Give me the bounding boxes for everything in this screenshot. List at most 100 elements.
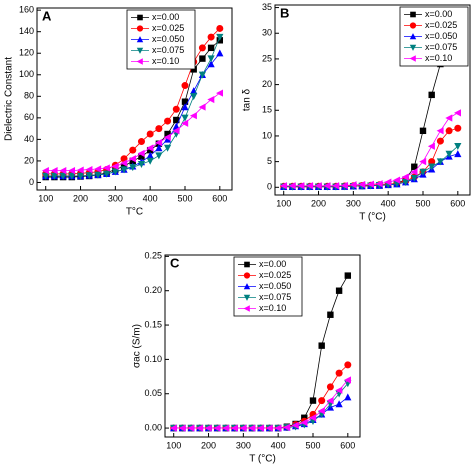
- marker: [279, 182, 287, 190]
- legend-label: x=0.00: [152, 12, 179, 22]
- y-tick-label: 15: [262, 105, 272, 115]
- legend-label: x=0.00: [425, 9, 452, 19]
- marker: [335, 400, 343, 408]
- marker: [366, 180, 374, 188]
- marker: [274, 424, 282, 432]
- marker: [349, 181, 357, 189]
- legend-marker: [136, 47, 144, 54]
- marker: [128, 155, 136, 163]
- marker: [344, 376, 352, 384]
- marker: [111, 168, 119, 176]
- marker: [129, 146, 137, 154]
- marker: [318, 342, 325, 349]
- x-tick-label: 400: [143, 193, 158, 203]
- y-tick-label: 0: [29, 177, 34, 187]
- marker: [137, 160, 146, 168]
- y-tick-label: 140: [19, 26, 34, 36]
- marker: [436, 158, 445, 166]
- marker: [248, 424, 256, 432]
- x-tick-label: 600: [450, 198, 465, 208]
- y-tick-label: 10: [262, 130, 272, 140]
- marker: [283, 423, 291, 431]
- marker: [445, 114, 453, 122]
- marker: [190, 93, 198, 101]
- marker: [120, 166, 128, 174]
- marker: [323, 182, 331, 190]
- marker: [207, 33, 215, 41]
- marker: [207, 44, 215, 52]
- marker: [288, 182, 296, 190]
- marker: [306, 182, 314, 190]
- marker: [181, 119, 189, 127]
- marker: [204, 424, 212, 432]
- marker: [85, 172, 93, 180]
- marker: [428, 158, 436, 166]
- y-tick-label: 80: [24, 91, 34, 101]
- y-tick-label: 0: [267, 182, 272, 192]
- legend-marker: [243, 305, 250, 312]
- y-tick-label: 120: [19, 48, 34, 58]
- y-axis-label: Dielectric Constant: [4, 57, 15, 141]
- x-tick-label: 100: [166, 440, 181, 450]
- x-tick-label: 300: [108, 193, 123, 203]
- plot-frame: [36, 7, 233, 191]
- legend-marker: [244, 261, 250, 268]
- marker: [120, 159, 128, 167]
- marker: [419, 168, 427, 176]
- y-axis-label: tan δ: [242, 88, 253, 111]
- marker: [155, 125, 163, 133]
- legend-marker: [410, 11, 416, 18]
- marker: [265, 424, 273, 432]
- x-tick-label: 600: [212, 193, 227, 203]
- marker: [317, 407, 325, 415]
- marker: [178, 424, 186, 432]
- marker: [309, 397, 317, 404]
- panel-label: C: [170, 255, 180, 270]
- x-tick-label: 100: [276, 198, 291, 208]
- y-tick-label: 0.20: [144, 285, 162, 295]
- series-line: [283, 112, 459, 187]
- marker: [239, 424, 247, 432]
- marker: [335, 369, 343, 377]
- marker: [68, 172, 76, 180]
- legend-marker: [136, 58, 143, 65]
- marker: [189, 112, 197, 120]
- y-tick-label: 35: [262, 2, 272, 12]
- marker: [326, 397, 334, 405]
- marker: [327, 311, 334, 318]
- marker: [76, 172, 85, 180]
- marker: [358, 180, 366, 189]
- marker: [436, 127, 444, 135]
- marker: [207, 95, 215, 104]
- y-tick-label: 0.05: [144, 388, 162, 398]
- marker: [42, 172, 50, 180]
- y-axis-label: σac (S/m): [132, 324, 143, 368]
- marker: [155, 139, 163, 147]
- marker: [384, 178, 392, 186]
- marker: [454, 143, 462, 151]
- marker: [332, 182, 340, 190]
- marker: [76, 166, 84, 174]
- legend-marker: [409, 55, 416, 62]
- legend-marker: [136, 36, 144, 43]
- marker: [314, 182, 322, 190]
- legend-marker: [409, 44, 417, 51]
- marker: [102, 164, 110, 172]
- plot-frame: [274, 4, 471, 196]
- y-tick-label: 5: [267, 156, 272, 166]
- marker: [216, 89, 224, 97]
- marker: [164, 117, 172, 125]
- marker: [326, 383, 334, 391]
- marker: [427, 142, 435, 150]
- marker: [216, 49, 224, 57]
- legend-label: x=0.075: [152, 45, 184, 55]
- legend-label: x=0.10: [425, 53, 452, 63]
- marker: [59, 167, 67, 175]
- marker: [173, 116, 180, 124]
- series-line: [173, 364, 349, 429]
- x-tick-label: 300: [346, 198, 361, 208]
- marker: [50, 167, 58, 175]
- x-tick-label: 500: [415, 198, 430, 208]
- marker: [344, 272, 352, 279]
